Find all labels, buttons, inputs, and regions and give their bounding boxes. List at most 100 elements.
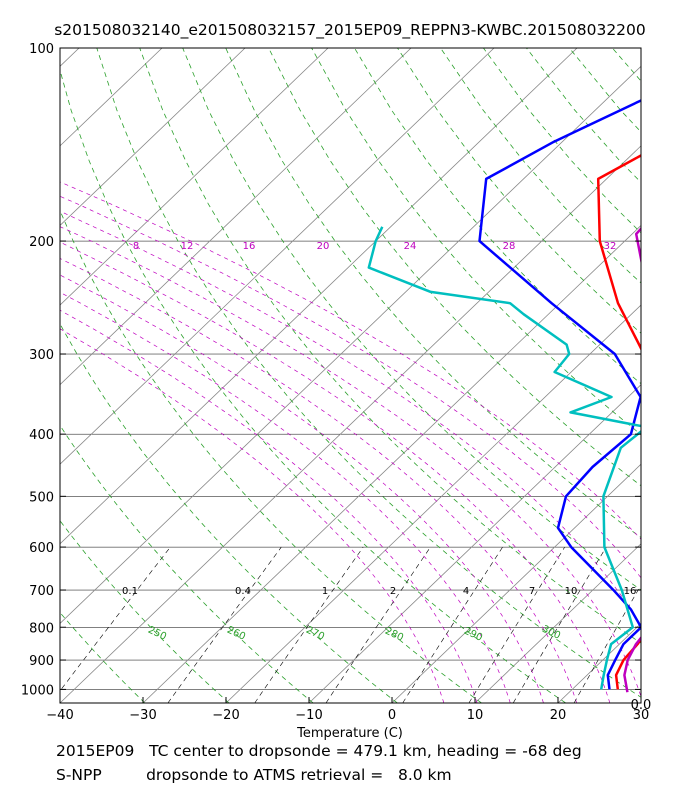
mixing-ratio-line xyxy=(254,546,364,703)
moist-adiabat-line xyxy=(60,195,641,579)
x-tick-label: 20 xyxy=(550,708,567,723)
dry-adiabat-line xyxy=(182,48,641,591)
dry-adiabat-line xyxy=(655,48,700,703)
dry-adiabat-line xyxy=(60,520,230,703)
sounding-profile-line xyxy=(367,226,641,690)
isotherm-line xyxy=(640,702,641,703)
dry-adiabat-line xyxy=(568,48,641,133)
y-tick-label: 100 xyxy=(29,42,54,57)
mixing-ratio-line xyxy=(167,546,282,703)
y-tick-label: 500 xyxy=(29,490,54,505)
storm-distance-line: 2015EP09 TC center to dropsonde = 479.1 … xyxy=(56,742,582,760)
mixing-ratio-line xyxy=(60,546,171,692)
dry-adiabat-line xyxy=(397,48,641,334)
dry-adiabat-line xyxy=(60,68,566,703)
moist-adiabat-line xyxy=(60,328,445,703)
dry-adiabat-line xyxy=(268,48,641,487)
isotherm-line xyxy=(60,65,641,624)
isotherm-line xyxy=(60,48,329,306)
moist-adiabat-label: 32 xyxy=(604,241,617,252)
x-tick-label: 10 xyxy=(467,708,484,723)
plot-frame xyxy=(59,47,642,704)
mixing-ratio-label: 1 xyxy=(322,586,328,597)
y-tick-label: 300 xyxy=(29,348,54,363)
isotherm-line xyxy=(60,48,412,386)
dry-adiabat-line xyxy=(96,48,641,698)
moist-adiabat-line xyxy=(60,181,641,540)
retrieval-distance-line: S-NPP dropsonde to ATMS retrieval = 8.0 … xyxy=(56,766,452,784)
corner-value-label: 0.0 xyxy=(631,698,652,713)
x-axis-label: Temperature (C) xyxy=(296,726,403,741)
dry-adiabat-line xyxy=(60,424,314,703)
mixing-ratio-label: 16 xyxy=(624,586,637,597)
isotherm-line xyxy=(60,48,495,465)
isotherm-line xyxy=(60,48,80,67)
moist-adiabat-line xyxy=(60,226,641,698)
dry-adiabat-line xyxy=(526,48,641,183)
sounding-profile-line xyxy=(478,99,641,690)
mixing-ratio-line xyxy=(468,546,565,703)
y-tick-label: 200 xyxy=(29,235,54,250)
retrieval-text: dropsonde to ATMS retrieval = 8.0 km xyxy=(146,766,452,784)
isotherm-line xyxy=(60,48,578,545)
x-tick-label: 30 xyxy=(633,708,650,723)
dry-adiabat-line xyxy=(139,48,641,644)
moist-adiabat-line xyxy=(60,258,578,703)
isotherm-line xyxy=(142,224,641,703)
moist-adiabat-label: 20 xyxy=(317,241,330,252)
y-tick-label: 800 xyxy=(29,621,54,636)
satellite-id: S-NPP xyxy=(56,766,102,784)
y-tick-label: 600 xyxy=(29,541,54,556)
mixing-ratio-line xyxy=(573,584,641,703)
dry-adiabat-line xyxy=(60,701,61,703)
moist-adiabat-line xyxy=(60,291,511,703)
dry-adiabat-line xyxy=(440,48,641,284)
mixing-ratio-line xyxy=(325,546,431,703)
mixing-ratio-label: 0.4 xyxy=(235,586,251,597)
moist-adiabat-line xyxy=(60,309,478,703)
isotherm-line xyxy=(225,304,641,703)
dry-adiabat-line xyxy=(483,48,641,234)
dry-adiabat-line xyxy=(354,48,641,385)
moist-adiabat-label: 12 xyxy=(181,241,194,252)
chart-title: s201508032140_e201508032157_2015EP09_REP… xyxy=(54,21,646,39)
dry-adiabat-label: 290 xyxy=(462,626,484,644)
moist-adiabat-label: 16 xyxy=(243,241,256,252)
mixing-ratio-label: 0.1 xyxy=(122,586,138,597)
x-tick-label: 0 xyxy=(388,708,396,723)
mixing-ratio-line xyxy=(512,546,607,703)
isotherm-line xyxy=(308,384,641,703)
x-tick-label: −20 xyxy=(212,708,239,723)
mixing-ratio-label: 10 xyxy=(565,586,578,597)
mixing-ratio-label: 4 xyxy=(463,586,469,597)
x-tick-label: −10 xyxy=(295,708,322,723)
mixing-ratio-line xyxy=(402,546,503,703)
dry-adiabat-line xyxy=(60,322,398,703)
dry-adiabat-line xyxy=(60,611,146,703)
moist-adiabat-line xyxy=(60,274,544,703)
distance-text: TC center to dropsonde = 479.1 km, headi… xyxy=(149,742,582,760)
storm-id: 2015EP09 xyxy=(56,742,135,760)
y-tick-label: 900 xyxy=(29,654,54,669)
y-tick-label: 1000 xyxy=(21,683,54,698)
sounding-profile-line xyxy=(596,154,641,690)
sounding-profile-line xyxy=(623,226,641,693)
moist-adiabat-label: 8 xyxy=(133,241,139,252)
y-tick-label: 700 xyxy=(29,584,54,599)
moist-adiabat-line xyxy=(60,210,641,627)
y-tick-label: 400 xyxy=(29,428,54,443)
isotherm-line xyxy=(60,48,246,227)
isotherm-line xyxy=(474,543,641,703)
x-tick-label: −30 xyxy=(129,708,156,723)
isotherm-line xyxy=(60,145,641,703)
mixing-ratio-label: 7 xyxy=(529,586,535,597)
dry-adiabat-line xyxy=(60,209,482,703)
dry-adiabat-label: 280 xyxy=(383,626,405,644)
x-tick-label: −40 xyxy=(46,708,73,723)
mixing-ratio-label: 2 xyxy=(390,586,396,597)
moist-adiabat-label: 24 xyxy=(404,241,417,252)
moist-adiabat-label: 28 xyxy=(503,241,516,252)
isotherm-line xyxy=(391,463,641,703)
moist-adiabat-line xyxy=(60,241,611,703)
